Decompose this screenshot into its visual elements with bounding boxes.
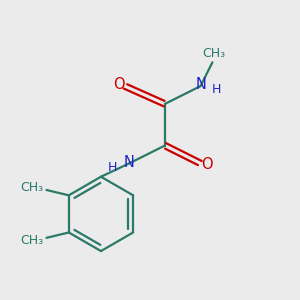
Text: N: N bbox=[123, 155, 134, 170]
Text: O: O bbox=[114, 77, 125, 92]
Text: O: O bbox=[201, 158, 212, 172]
Text: H: H bbox=[211, 83, 221, 96]
Text: CH₃: CH₃ bbox=[202, 47, 226, 61]
Text: CH₃: CH₃ bbox=[20, 181, 43, 194]
Text: N: N bbox=[196, 77, 207, 92]
Text: CH₃: CH₃ bbox=[20, 234, 43, 247]
Text: H: H bbox=[108, 161, 118, 174]
